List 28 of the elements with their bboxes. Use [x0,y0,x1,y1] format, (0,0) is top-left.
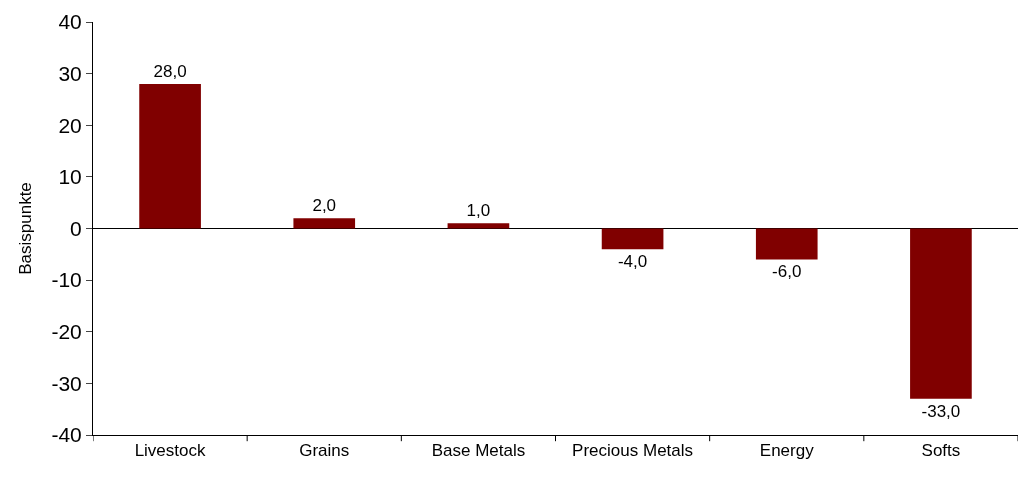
x-tick-label: Grains [299,441,350,461]
y-tick-label: 10 [58,165,82,189]
bar [139,83,201,229]
y-axis-title: Basispunkte [15,182,35,275]
x-tick-label: Precious Metals [572,441,694,461]
x-tick-label: Livestock [134,441,207,461]
bar [910,228,972,399]
y-tick-label: -10 [51,268,82,292]
y-tick-label: 30 [58,61,82,85]
bar [293,218,356,229]
y-tick-label: 40 [58,10,82,34]
x-tick-label: Energy [759,441,815,461]
x-tick-label: Base Metals [431,441,526,461]
data-label: -6,0 [772,262,802,282]
y-tick-label: 0 [70,216,82,240]
y-tick-label: -20 [51,320,82,344]
data-label: 28,0 [153,61,187,81]
data-label: -4,0 [617,252,648,272]
y-tick-label: -30 [51,371,82,395]
bar [601,228,664,250]
bar [755,228,818,260]
data-label: 1,0 [466,201,491,221]
y-tick-label: 20 [58,113,82,137]
bar [447,223,510,229]
data-label: -33,0 [921,401,961,421]
y-tick-label: -40 [51,423,82,447]
data-label: 2,0 [312,196,337,216]
x-tick-label: Softs [921,441,961,461]
